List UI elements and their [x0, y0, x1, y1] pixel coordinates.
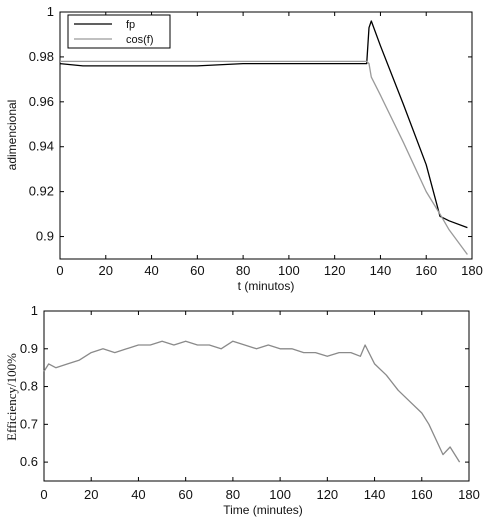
y-tick-label: 0.94: [29, 139, 54, 154]
x-tick-label: 60: [190, 263, 204, 278]
tick-group: 0 20 40 60 80 100 120 140 160 180 0.6 0.7 0.8 0.9 1: [20, 303, 480, 502]
x-tick-label: 120: [324, 263, 346, 278]
x-tick-label: 180: [458, 487, 480, 502]
x-tick-label: 40: [131, 487, 145, 502]
plot-frame: [59, 11, 473, 260]
x-tick-label: 120: [316, 487, 338, 502]
x-axis-label: t (minutos): [238, 279, 295, 293]
legend-box: [67, 14, 171, 49]
y-tick-label: 1: [31, 303, 38, 318]
x-tick-label: 140: [364, 487, 386, 502]
legend: fp cos(f): [67, 14, 171, 49]
y-tick-label: 0.96: [29, 94, 54, 109]
efficiency-chart: 0 20 40 60 80 100 120 140 160 180 0.6 0.7 0.8 0.9 1 Ti…: [4, 303, 480, 517]
legend-label-fp: fp: [126, 19, 135, 31]
y-tick-label: 0.7: [20, 416, 38, 431]
y-tick-label: 0.9: [20, 341, 38, 356]
y-tick-label: 0.8: [20, 379, 38, 394]
y-axis-label: adimencional: [5, 100, 19, 171]
y-tick-label: 1: [47, 4, 54, 19]
x-tick-label: 100: [278, 263, 300, 278]
x-tick-label: 180: [461, 263, 483, 278]
x-tick-label: 60: [178, 487, 192, 502]
x-tick-label: 20: [84, 487, 98, 502]
x-tick-label: 0: [40, 487, 47, 502]
x-tick-label: 20: [99, 263, 113, 278]
plot-frame: [43, 310, 470, 482]
x-tick-label: 100: [269, 487, 291, 502]
y-tick-label: 0.92: [29, 184, 54, 199]
x-tick-label: 0: [56, 263, 63, 278]
y-tick-label: 0.6: [20, 454, 38, 469]
series-line-efficiency: [43, 340, 461, 463]
x-tick-label: 160: [411, 487, 433, 502]
y-tick-label: 0.9: [36, 229, 54, 244]
series-line-cos-f-: [60, 60, 468, 255]
x-tick-label: 40: [144, 263, 158, 278]
legend-label-cosf: cos(f): [126, 34, 154, 46]
x-tick-label: 140: [370, 263, 392, 278]
x-tick-label: 80: [226, 487, 240, 502]
series-line-fp: [59, 20, 468, 229]
x-tick-label: 80: [236, 263, 250, 278]
x-axis-label: Time (minutes): [223, 503, 303, 517]
y-tick-label: 0.98: [29, 49, 54, 64]
power-factor-chart: 0 20 40 60 80 100 120 140 160 180 0.9 0.92 0.94 0.96 0…: [5, 4, 483, 293]
tick-group: 0 20 40 60 80 100 120 140 160 180 0.9 0.92 0.94 0.96 0…: [29, 4, 483, 278]
y-axis-label: Efficiency/100%: [4, 353, 19, 441]
series-group: [59, 20, 468, 255]
x-tick-label: 160: [415, 263, 437, 278]
series-group: [43, 340, 461, 463]
